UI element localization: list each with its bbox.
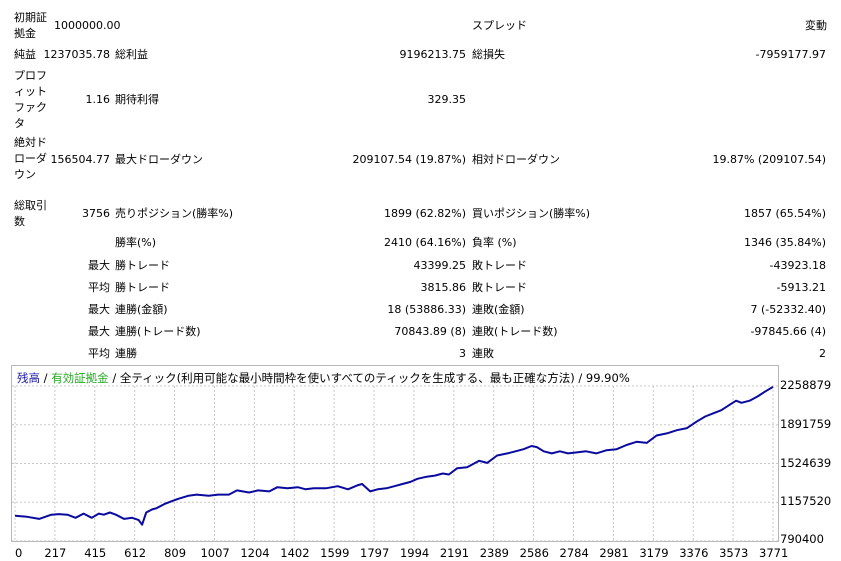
- gross-loss-label: 総損失: [472, 48, 505, 61]
- loss-rate-label: 負率 (%): [472, 236, 517, 249]
- x-tick-label: 1599: [320, 546, 350, 560]
- short-positions-label: 売りポジション(勝率%): [115, 207, 234, 220]
- avg-prefix-2: 平均: [88, 347, 110, 360]
- initial-deposit-label: 初期証拠金: [14, 11, 47, 40]
- legend-quality: 99.90%: [585, 371, 630, 385]
- max-consec-losses-trades-label: 連敗(トレード数): [472, 325, 558, 338]
- net-profit-value: 1237035.78: [43, 48, 110, 61]
- gross-loss-value: -7959177.97: [755, 48, 826, 61]
- max-loss-trade-value: -43923.18: [769, 259, 826, 272]
- long-positions-value: 1857 (65.54%): [743, 207, 826, 220]
- x-tick-label: 3573: [719, 546, 749, 560]
- x-tick-label: 1402: [280, 546, 310, 560]
- initial-deposit-value: 1000000.00: [54, 19, 121, 32]
- x-tick-label: 3179: [639, 546, 669, 560]
- max-consec-wins-amount-value: 18 (53886.33): [387, 303, 466, 316]
- x-tick-label: 809: [164, 546, 187, 560]
- max-consec-wins-trades-value: 70843.89 (8): [394, 325, 466, 338]
- x-tick-label: 2784: [559, 546, 589, 560]
- max-consec-losses-trades-value: -97845.66 (4): [750, 325, 826, 338]
- total-trades-value: 3756: [82, 207, 110, 220]
- avg-consec-losses-value: 2: [819, 347, 826, 360]
- x-tick-label: 1994: [399, 546, 430, 560]
- win-rate-value: 2410 (64.16%): [383, 236, 466, 249]
- balance-series-line: [14, 386, 774, 526]
- x-tick-label: 2586: [519, 546, 549, 560]
- max-consec-wins-trades-label: 連勝(トレード数): [115, 325, 201, 338]
- chart-legend: 残高 / 有効証拠金 / 全ティック(利用可能な最小時間枠を使いすべてのティック…: [17, 370, 630, 386]
- avg-consec-wins-label: 連勝: [115, 347, 137, 360]
- expected-payoff-label: 期待利得: [115, 93, 159, 106]
- legend-model: 全ティック(利用可能な最小時間枠を使いすべてのティックを生成する、最も正確な方法…: [119, 371, 575, 385]
- spread-value: 変動: [805, 19, 827, 32]
- legend-balance: 残高: [17, 371, 40, 385]
- x-tick-label: 3771: [759, 546, 789, 560]
- abs-drawdown-label: 絶対ドローダウン: [14, 136, 47, 181]
- net-profit-label: 純益: [14, 48, 36, 61]
- avg-consec-wins-value: 3: [459, 347, 466, 360]
- legend-separator: /: [40, 371, 52, 385]
- max-loss-trade-label: 敗トレード: [472, 259, 527, 272]
- avg-loss-trade-label: 敗トレード: [472, 281, 527, 294]
- profit-factor-label: プロフィットファクタ: [14, 69, 47, 130]
- total-trades-label: 総取引数: [14, 199, 47, 228]
- balance-chart: 残高 / 有効証拠金 / 全ティック(利用可能な最小時間枠を使いすべてのティック…: [11, 365, 779, 542]
- loss-rate-value: 1346 (35.84%): [743, 236, 826, 249]
- legend-separator: /: [108, 371, 120, 385]
- x-tick-label: 1797: [360, 546, 390, 560]
- y-tick-label: 790400: [780, 532, 824, 546]
- spread-label: スプレッド: [472, 19, 527, 32]
- y-tick-label: 1524639: [780, 455, 832, 470]
- x-tick-label: 2191: [439, 546, 470, 560]
- max-win-trade-label: 勝トレード: [115, 259, 170, 272]
- rel-drawdown-value: 19.87% (209107.54): [712, 153, 826, 166]
- legend-separator: /: [574, 371, 586, 385]
- rel-drawdown-label: 相対ドローダウン: [472, 153, 560, 166]
- legend-equity: 有効証拠金: [51, 371, 109, 385]
- avg-win-trade-label: 勝トレード: [115, 281, 170, 294]
- profit-factor-value: 1.16: [85, 93, 111, 106]
- y-tick-label: 2258879: [780, 378, 832, 392]
- avg-win-trade-value: 3815.86: [420, 281, 467, 294]
- avg-prefix-1: 平均: [88, 281, 110, 294]
- x-tick-label: 415: [84, 546, 107, 560]
- max-win-trade-value: 43399.25: [413, 259, 467, 272]
- short-positions-value: 1899 (62.82%): [383, 207, 466, 220]
- abs-drawdown-value: 156504.77: [50, 153, 111, 166]
- win-rate-label: 勝率(%): [115, 236, 157, 249]
- x-tick-label: 2981: [599, 546, 629, 560]
- y-tick-label: 1157520: [780, 494, 832, 509]
- avg-consec-losses-label: 連敗: [472, 347, 494, 360]
- x-tick-label: 612: [124, 546, 147, 560]
- x-tick-label: 1007: [200, 546, 230, 560]
- max-consec-losses-amount-label: 連敗(金額): [472, 303, 525, 316]
- max-prefix-2: 最大: [88, 303, 110, 316]
- x-tick-label: 3376: [679, 546, 709, 560]
- balance-chart-svg: [12, 385, 778, 541]
- max-drawdown-value: 209107.54 (19.87%): [352, 153, 466, 166]
- gross-profit-value: 9196213.75: [399, 48, 466, 61]
- max-prefix-3: 最大: [88, 325, 110, 338]
- long-positions-label: 買いポジション(勝率%): [472, 207, 591, 220]
- max-consec-wins-amount-label: 連勝(金額): [115, 303, 168, 316]
- max-consec-losses-amount-value: 7 (-52332.40): [750, 303, 826, 316]
- max-prefix-1: 最大: [88, 259, 110, 272]
- x-tick-label: 217: [44, 546, 67, 560]
- avg-loss-trade-value: -5913.21: [776, 281, 826, 294]
- gross-profit-label: 総利益: [115, 48, 148, 61]
- x-tick-label: 1204: [240, 546, 270, 560]
- expected-payoff-value: 329.35: [427, 93, 467, 106]
- x-tick-label: 2389: [479, 546, 510, 560]
- y-tick-label: 1891759: [780, 416, 832, 431]
- max-drawdown-label: 最大ドローダウン: [115, 153, 203, 166]
- x-tick-label: 0: [15, 546, 23, 560]
